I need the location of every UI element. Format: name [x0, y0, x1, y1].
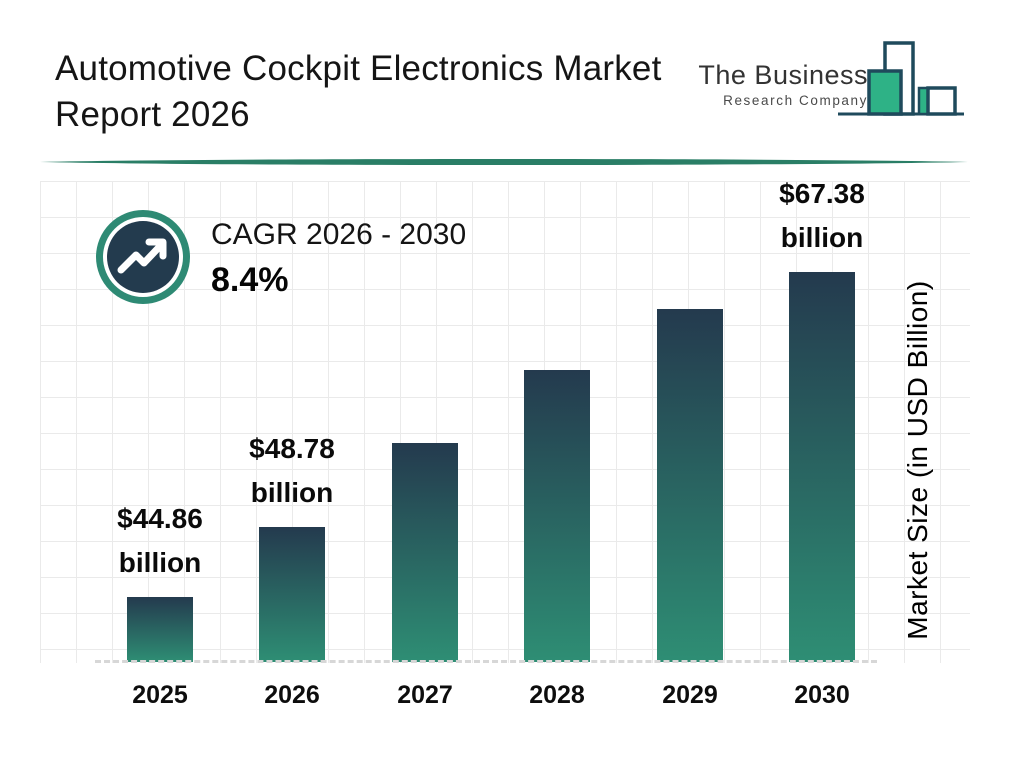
bar-chart-logo-icon: [836, 38, 966, 125]
value-label-amount: $48.78: [249, 433, 335, 464]
bar-2027: [392, 443, 458, 662]
value-label-2025: $44.86 billion: [64, 497, 256, 585]
page-title-line2: Report 2026: [55, 95, 250, 134]
company-name: The Business: [698, 60, 868, 90]
bar-2030: [789, 272, 855, 662]
value-label-unit: billion: [780, 222, 864, 253]
bar-2028: [524, 370, 590, 662]
y-axis-title: Market Size (in USD Billion): [902, 280, 933, 640]
bar-2029: [657, 309, 723, 662]
company-subname: Research Company: [723, 93, 868, 108]
company-logo: The Business Research Company: [698, 38, 966, 125]
x-tick-label-2025: 2025: [132, 681, 188, 709]
cagr-period-label: CAGR 2026 - 2030: [211, 218, 467, 251]
cagr-value: 8.4%: [211, 261, 289, 299]
page-title: Automotive Cockpit Electronics Market Re…: [55, 46, 662, 138]
page-title-line1: Automotive Cockpit Electronics Market: [55, 49, 662, 88]
value-label-amount: $44.86: [117, 503, 203, 534]
bar-2025: [127, 597, 193, 662]
value-label-2030: $67.38 billion: [726, 172, 918, 260]
divider-line: [40, 155, 968, 167]
value-label-2026: $48.78 billion: [196, 427, 388, 515]
value-label-amount: $67.38: [779, 178, 865, 209]
x-tick-label-2029: 2029: [662, 681, 718, 709]
value-label-unit: billion: [118, 547, 202, 578]
x-tick-label-2027: 2027: [397, 681, 453, 709]
x-axis-baseline: [95, 660, 877, 663]
value-label-unit: billion: [250, 477, 334, 508]
bar-2026: [259, 527, 325, 662]
x-tick-label-2030: 2030: [794, 681, 850, 709]
trending-up-icon: [94, 208, 192, 306]
company-logo-text: The Business Research Company: [698, 60, 868, 108]
x-tick-label-2028: 2028: [529, 681, 585, 709]
x-tick-label-2026: 2026: [264, 681, 320, 709]
